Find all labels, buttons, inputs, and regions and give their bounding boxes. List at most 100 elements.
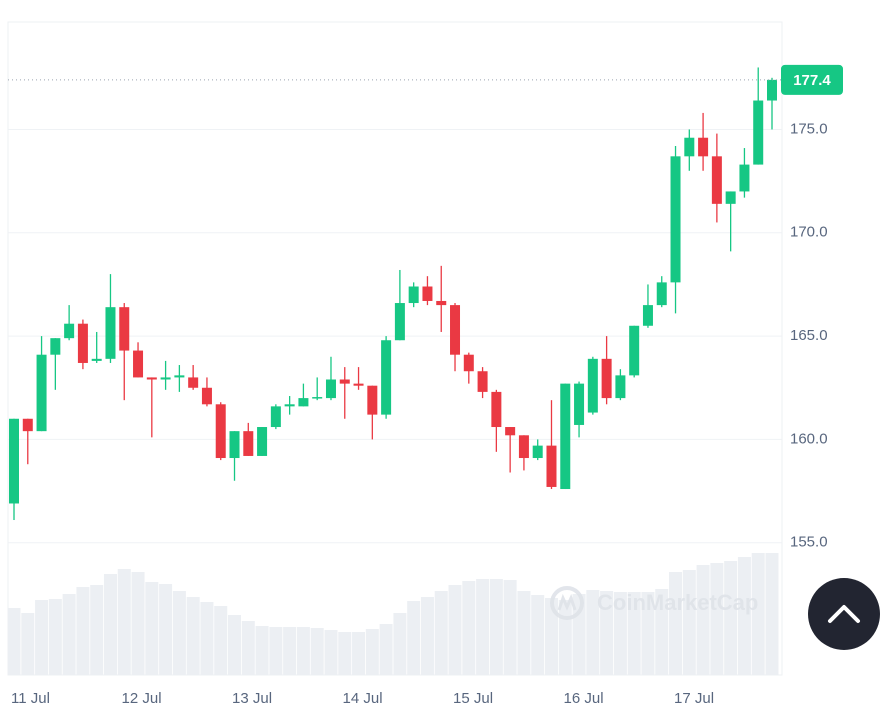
candle-body xyxy=(560,383,571,490)
candle-body xyxy=(629,325,640,376)
volume-bar xyxy=(172,591,186,675)
volume-bar xyxy=(682,570,696,675)
volume-bar xyxy=(655,589,669,675)
y-tick-label: 155.0 xyxy=(790,534,828,551)
candle-body xyxy=(243,431,254,456)
candle-body xyxy=(188,377,199,388)
volume-bar xyxy=(35,600,49,675)
volume-bar xyxy=(737,557,751,675)
candle-body xyxy=(270,406,281,428)
candle-body xyxy=(325,379,336,399)
watermark-logo xyxy=(550,586,584,620)
candle-body xyxy=(601,358,612,399)
candle-body xyxy=(339,379,350,384)
candle-body xyxy=(201,387,212,405)
volume-bar xyxy=(338,632,352,675)
volume-bar xyxy=(544,598,558,675)
y-tick-label: 160.0 xyxy=(790,430,828,447)
volume-bar xyxy=(159,584,173,675)
candle-body xyxy=(463,354,474,372)
volume-bar xyxy=(669,572,683,675)
candle-body xyxy=(77,323,88,363)
candle-body xyxy=(684,137,695,157)
candle-body xyxy=(215,404,226,459)
candle-body xyxy=(711,156,722,204)
volume-bar xyxy=(7,608,21,675)
x-tick-label: 13 Jul xyxy=(232,690,272,707)
candle-body xyxy=(450,305,461,355)
watermark: CoinMarketCap xyxy=(550,586,758,620)
candle-body xyxy=(422,286,433,301)
x-tick-label: 12 Jul xyxy=(122,690,162,707)
volume-bar xyxy=(379,624,393,675)
candle-body xyxy=(436,300,447,306)
candle-body xyxy=(105,307,116,359)
volume-bar xyxy=(296,627,310,675)
volume-bar xyxy=(365,629,379,675)
volume-bar xyxy=(145,582,159,675)
volume-bar xyxy=(62,594,76,675)
candle-body xyxy=(353,383,364,386)
volume-bar xyxy=(200,602,214,675)
x-tick-label: 17 Jul xyxy=(674,690,714,707)
candle-body xyxy=(64,323,75,339)
y-tick-label: 170.0 xyxy=(790,224,828,241)
chevron-up-icon[interactable] xyxy=(828,605,860,623)
candle-body xyxy=(119,307,130,351)
scroll-top-button[interactable] xyxy=(808,578,880,650)
candle-body xyxy=(725,191,736,204)
volume-bar xyxy=(489,579,503,675)
x-tick-label: 15 Jul xyxy=(453,690,493,707)
candle-body xyxy=(532,445,543,459)
volume-bar xyxy=(310,628,324,675)
watermark-logo-mark xyxy=(557,593,577,611)
volume-bar xyxy=(558,600,572,675)
candle-body xyxy=(394,303,405,341)
candle-body xyxy=(257,427,268,456)
volume-bar xyxy=(407,601,421,675)
volume-bar xyxy=(269,627,283,675)
candle-body xyxy=(670,156,681,283)
volume-bar xyxy=(324,630,338,675)
candle-body xyxy=(698,137,709,157)
volume-bar xyxy=(241,621,255,675)
volume-bar xyxy=(255,626,269,675)
volume-bar xyxy=(420,597,434,675)
candle-body xyxy=(9,418,19,504)
candle-body xyxy=(587,358,598,413)
volume-bar xyxy=(228,615,242,675)
x-tick-label: 14 Jul xyxy=(343,690,383,707)
candle-body xyxy=(408,286,419,304)
volume-bar xyxy=(710,563,724,675)
volume-bar xyxy=(476,579,490,675)
volume-bar xyxy=(48,599,62,675)
candle-body xyxy=(229,431,240,459)
volume-bar xyxy=(724,561,738,675)
candle-body xyxy=(22,418,33,432)
volume-bar xyxy=(434,591,448,675)
candle-body xyxy=(298,398,309,407)
candle-body xyxy=(133,350,144,378)
y-tick-label: 165.0 xyxy=(790,327,828,344)
volume-bar xyxy=(393,613,407,675)
volume-bar xyxy=(103,574,117,675)
candle-body xyxy=(656,282,667,306)
candle-body xyxy=(491,391,502,428)
volume-bar xyxy=(627,592,641,675)
volume-bar xyxy=(517,591,531,675)
scroll-top-circle[interactable] xyxy=(808,578,880,650)
candle-body xyxy=(546,445,557,487)
volume-bar xyxy=(462,581,476,675)
candle-body xyxy=(381,340,392,415)
volume-bar xyxy=(214,606,228,675)
candle-body xyxy=(50,338,61,355)
x-tick-label: 16 Jul xyxy=(564,690,604,707)
candle-body xyxy=(174,375,185,378)
volume-bar xyxy=(90,585,104,675)
volume-bar xyxy=(751,553,765,675)
candle-body xyxy=(477,371,488,392)
candle-body xyxy=(642,305,653,326)
volume-bar xyxy=(131,572,145,675)
volume-bar xyxy=(696,565,710,675)
